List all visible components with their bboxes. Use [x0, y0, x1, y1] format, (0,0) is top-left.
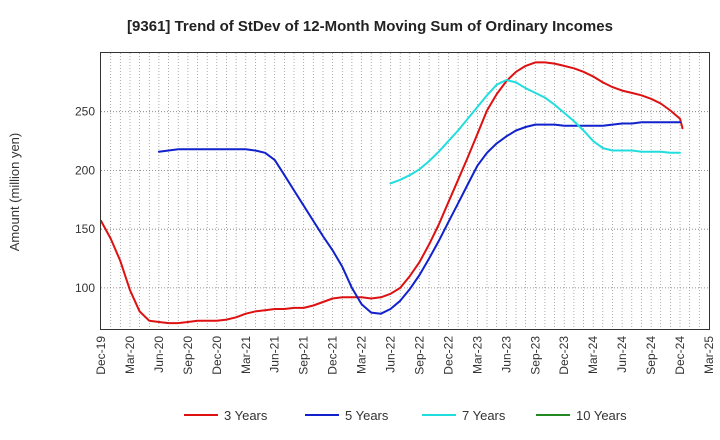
legend-label: 10 Years — [576, 408, 627, 423]
x-tick-label: Dec-19 — [94, 336, 108, 375]
x-tick-label: Dec-21 — [326, 336, 340, 375]
x-tick-label: Jun-20 — [152, 336, 166, 373]
x-tick-label: Sep-24 — [644, 336, 658, 375]
x-tick-label: Dec-24 — [673, 336, 687, 375]
y-tick-labels: 100 150 200 250 — [75, 105, 95, 295]
series-line-5-years — [157, 121, 681, 315]
x-tick-label: Mar-24 — [586, 336, 600, 374]
x-tick-label: Jun-23 — [499, 336, 513, 373]
y-tick-label: 150 — [75, 222, 95, 236]
x-tick-label: Mar-20 — [123, 336, 137, 374]
legend: 3 Years 5 Years 7 Years 10 Years — [184, 408, 627, 423]
x-tick-label: Jun-21 — [268, 336, 282, 373]
gridlines — [101, 53, 709, 329]
x-tick-label: Dec-23 — [557, 336, 571, 375]
series-line-3-years — [100, 61, 684, 325]
chart-title: [9361] Trend of StDev of 12-Month Moving… — [127, 18, 613, 35]
x-tick-label: Mar-22 — [355, 336, 369, 374]
x-tick-label: Jun-24 — [615, 336, 629, 373]
x-tick-label: Sep-21 — [297, 336, 311, 375]
x-tick-label: Sep-20 — [181, 336, 195, 375]
x-tick-label: Mar-23 — [470, 336, 484, 374]
x-tick-label: Mar-25 — [702, 336, 716, 374]
x-tick-label: Dec-20 — [210, 336, 224, 375]
legend-label: 3 Years — [224, 408, 268, 423]
legend-label: 5 Years — [345, 408, 389, 423]
x-tick-label: Sep-23 — [528, 336, 542, 375]
plot-area-border — [100, 52, 710, 330]
x-tick-label: Sep-22 — [413, 336, 427, 375]
series-lines — [100, 61, 684, 325]
legend-label: 7 Years — [462, 408, 506, 423]
x-tick-label: Mar-21 — [239, 336, 253, 374]
x-tick-label: Jun-22 — [384, 336, 398, 373]
series-line-7-years — [389, 79, 681, 185]
y-tick-label: 250 — [75, 105, 95, 119]
y-axis-label: Amount (million yen) — [7, 133, 22, 252]
y-tick-label: 200 — [75, 163, 95, 177]
x-tick-label: Dec-22 — [441, 336, 455, 375]
x-tick-labels: Dec-19 Mar-20 Jun-20 Sep-20 Dec-20 Mar-21 Jun-… — [94, 336, 716, 375]
y-tick-label: 100 — [75, 281, 95, 295]
